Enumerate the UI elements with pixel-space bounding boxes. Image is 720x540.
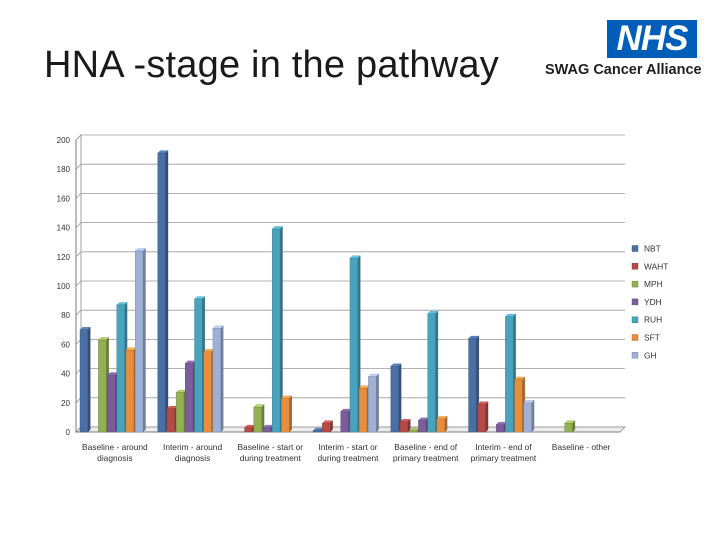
gridline — [75, 251, 625, 258]
legend-swatch — [631, 245, 639, 252]
org-name: SWAG Cancer Alliance — [545, 62, 702, 78]
legend-item-nbt: NBT — [631, 244, 661, 254]
nhs-swag-logo: NHS SWAG Cancer Alliance — [545, 20, 705, 82]
legend-item-waht: WAHT — [631, 261, 668, 271]
y-tick-label: 100 — [57, 282, 71, 291]
bar-waht-2 — [166, 405, 178, 433]
x-category-label: Baseline - around diagnosis — [82, 442, 148, 463]
bar-ydh-2 — [184, 360, 196, 433]
y-tick-label: 20 — [61, 399, 70, 408]
bar-sft-5 — [436, 415, 448, 433]
bar-ruh-5 — [427, 310, 439, 433]
slide-title: HNA -stage in the pathway — [44, 44, 499, 86]
bar-ydh-3 — [262, 424, 274, 433]
bar-gh-6 — [523, 399, 535, 433]
legend-label: WAHT — [644, 261, 668, 271]
y-tick-label: 120 — [57, 253, 71, 262]
y-tick-label: 160 — [57, 194, 71, 203]
bar-nbt-1 — [79, 326, 91, 433]
legend-item-sft: SFT — [631, 333, 660, 343]
bar-waht-6 — [477, 401, 489, 433]
bar-mph-7 — [564, 420, 576, 433]
legend-swatch — [631, 334, 639, 341]
bar-ruh-2 — [194, 296, 206, 433]
legend-swatch — [631, 316, 639, 323]
legend-label: MPH — [644, 279, 663, 289]
legend: NBT WAHT MPH YDH RUH SFT GH — [631, 244, 668, 360]
legend-item-gh: GH — [631, 350, 657, 360]
bar-nbt-6 — [468, 335, 480, 433]
legend-label: NBT — [644, 244, 661, 254]
legend-label: RUH — [644, 315, 662, 325]
bar-ydh-6 — [495, 421, 507, 433]
bar-ydh-4 — [340, 408, 352, 433]
gridline — [75, 134, 625, 141]
legend-label: SFT — [644, 333, 660, 343]
bar-sft-3 — [281, 395, 293, 433]
bar-nbt-2 — [157, 150, 169, 433]
legend-item-ydh: YDH — [631, 297, 662, 307]
y-tick-label: 140 — [57, 224, 71, 233]
y-tick-label: 80 — [61, 311, 70, 320]
bar-ruh-6 — [505, 313, 517, 433]
x-category-label: Interim - start or during treatment — [318, 442, 380, 463]
bar-gh-4 — [367, 373, 380, 433]
gridline — [75, 192, 625, 199]
bar-waht-5 — [399, 418, 411, 433]
axis-labels: 0 20 40 60 80 100 120 140 160 180 200 Baseline - ar… — [57, 136, 611, 463]
bar-sft-2 — [203, 348, 215, 433]
legend-swatch — [631, 263, 639, 270]
gridline — [75, 163, 625, 170]
bar-ydh-5 — [418, 417, 430, 433]
gridline — [75, 309, 625, 316]
legend-label: GH — [644, 350, 657, 360]
bar-sft-4 — [358, 385, 370, 433]
bar-ruh-4 — [349, 255, 361, 433]
bar-ydh-1 — [107, 372, 119, 433]
y-tick-label: 200 — [57, 136, 71, 145]
gridline — [75, 222, 625, 228]
y-tick-label: 0 — [66, 428, 71, 437]
y-tick-label: 60 — [61, 340, 70, 349]
bar-nbt-5 — [390, 363, 402, 433]
y-tick-label: 40 — [61, 370, 70, 379]
legend-swatch — [631, 280, 639, 288]
legend-item-ruh: RUH — [631, 315, 662, 325]
bar-sft-6 — [514, 376, 526, 433]
legend-item-mph: MPH — [631, 279, 663, 289]
bar-ruh-3 — [271, 226, 283, 433]
bar-mph-1 — [98, 337, 110, 433]
x-category-label: Interim - around diagnosis — [163, 442, 222, 463]
x-category-label: Interim - end of primary treatment — [471, 442, 537, 463]
bars — [79, 150, 576, 433]
bar-waht-4 — [321, 420, 334, 433]
nhs-logo-mark: NHS — [607, 20, 697, 58]
legend-label: YDH — [644, 297, 662, 307]
bar-sft-1 — [125, 347, 137, 433]
bar-mph-2 — [175, 389, 187, 433]
gridline — [75, 280, 625, 287]
legend-swatch — [631, 352, 639, 359]
y-tick-label: 180 — [57, 165, 71, 174]
bar-waht-3 — [244, 424, 256, 433]
bar-mph-3 — [253, 404, 265, 433]
x-category-label: Baseline - end of primary treatment — [393, 442, 459, 463]
bar-mph-5 — [408, 427, 420, 433]
legend-swatch — [631, 298, 639, 306]
bar-gh-2 — [212, 325, 224, 433]
bar-gh-1 — [134, 248, 146, 433]
x-category-label: Baseline - other — [552, 442, 611, 452]
x-category-label: Baseline - start or during treatment — [237, 442, 303, 463]
bar-ruh-1 — [116, 302, 128, 433]
